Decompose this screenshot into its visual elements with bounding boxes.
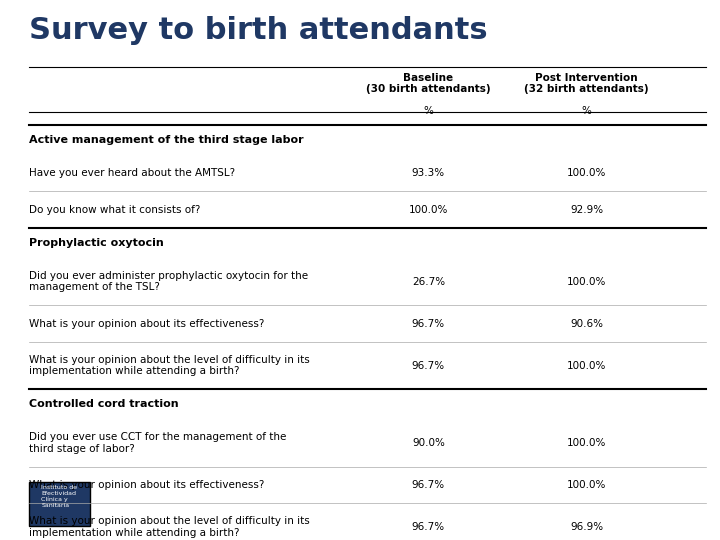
Text: Did you ever use CCT for the management of the
third stage of labor?: Did you ever use CCT for the management … xyxy=(29,432,286,454)
Text: What is your opinion about the level of difficulty in its
implementation while a: What is your opinion about the level of … xyxy=(29,355,310,376)
Text: 100.0%: 100.0% xyxy=(567,361,606,370)
Text: Controlled cord traction: Controlled cord traction xyxy=(29,399,179,409)
Text: 92.9%: 92.9% xyxy=(570,205,603,214)
Text: Did you ever administer prophylactic oxytocin for the
management of the TSL?: Did you ever administer prophylactic oxy… xyxy=(29,271,308,293)
Text: Baseline
(30 birth attendants): Baseline (30 birth attendants) xyxy=(366,72,491,94)
Text: 90.6%: 90.6% xyxy=(570,319,603,328)
Text: Do you know what it consists of?: Do you know what it consists of? xyxy=(29,205,200,214)
FancyBboxPatch shape xyxy=(29,482,90,526)
Text: 96.7%: 96.7% xyxy=(412,361,445,370)
Text: Instituto de
Efectividad
Clínica y
Sanitaria: Instituto de Efectividad Clínica y Sanit… xyxy=(41,485,78,508)
Text: 90.0%: 90.0% xyxy=(412,438,445,448)
Text: Active management of the third stage labor: Active management of the third stage lab… xyxy=(29,135,303,145)
Text: Have you ever heard about the AMTSL?: Have you ever heard about the AMTSL? xyxy=(29,168,235,178)
Text: %: % xyxy=(582,106,592,117)
Text: What is your opinion about its effectiveness?: What is your opinion about its effective… xyxy=(29,480,264,490)
Text: Survey to birth attendants: Survey to birth attendants xyxy=(29,16,487,45)
Text: 96.9%: 96.9% xyxy=(570,522,603,532)
Text: 93.3%: 93.3% xyxy=(412,168,445,178)
Text: 100.0%: 100.0% xyxy=(567,480,606,490)
Text: 96.7%: 96.7% xyxy=(412,480,445,490)
Text: 100.0%: 100.0% xyxy=(409,205,448,214)
Text: What is your opinion about its effectiveness?: What is your opinion about its effective… xyxy=(29,319,264,328)
Text: Prophylactic oxytocin: Prophylactic oxytocin xyxy=(29,238,163,248)
Text: 100.0%: 100.0% xyxy=(567,168,606,178)
Text: 100.0%: 100.0% xyxy=(567,276,606,287)
Text: Post Intervention
(32 birth attendants): Post Intervention (32 birth attendants) xyxy=(524,72,649,94)
Text: 100.0%: 100.0% xyxy=(567,438,606,448)
Text: What is your opinion about the level of difficulty in its
implementation while a: What is your opinion about the level of … xyxy=(29,516,310,537)
Text: 96.7%: 96.7% xyxy=(412,319,445,328)
Text: 26.7%: 26.7% xyxy=(412,276,445,287)
Text: %: % xyxy=(423,106,433,117)
Text: 96.7%: 96.7% xyxy=(412,522,445,532)
